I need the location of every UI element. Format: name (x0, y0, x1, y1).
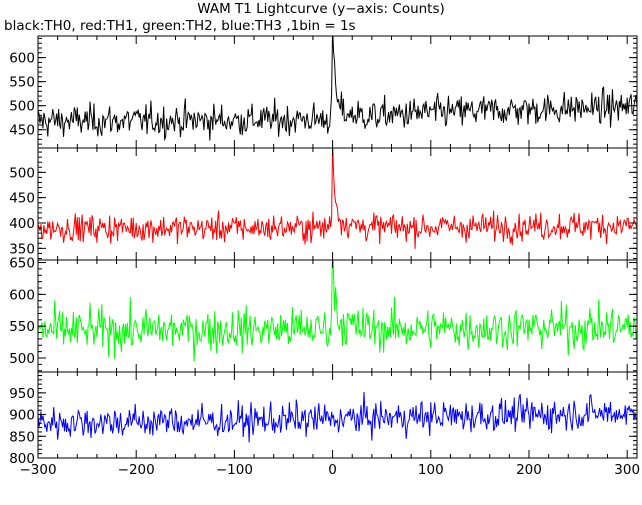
panel-frame-th0 (37, 35, 638, 149)
y-tick-label: 650 (9, 256, 35, 272)
y-tick-label: 500 (9, 351, 35, 367)
y-tick-label: 450 (9, 123, 35, 139)
y-tick-label: 500 (9, 165, 35, 181)
x-tick-label: 0 (328, 462, 337, 478)
series-line-th1 (38, 148, 637, 249)
x-tick-label: −200 (118, 462, 155, 478)
x-tick-label: 300 (614, 462, 640, 478)
series-line-th2 (38, 260, 637, 362)
panel-frame-th1 (37, 147, 638, 261)
y-tick-label: 450 (9, 191, 35, 207)
y-tick-label: 550 (9, 319, 35, 335)
y-tick-label: 900 (9, 408, 35, 424)
y-tick-label: 800 (9, 451, 35, 467)
x-tick-label: 100 (418, 462, 444, 478)
y-tick-label: 400 (9, 216, 35, 232)
series-line-th3 (38, 392, 637, 443)
chart-title: WAM T1 Lightcurve (y−axis: Counts) (197, 1, 445, 17)
y-tick-label: 950 (9, 386, 35, 402)
y-tick-label: 600 (9, 287, 35, 303)
x-tick-label: −100 (216, 462, 253, 478)
series-line-th0 (38, 36, 637, 142)
y-tick-label: 550 (9, 75, 35, 91)
y-tick-label: 500 (9, 99, 35, 115)
chart-subtitle: black:TH0, red:TH1, green:TH2, blue:TH3 … (4, 18, 356, 34)
x-tick-label: −300 (19, 462, 56, 478)
x-tick-label: 200 (516, 462, 542, 478)
y-tick-label: 350 (9, 241, 35, 257)
y-tick-label: 850 (9, 429, 35, 445)
y-tick-label: 600 (9, 51, 35, 67)
